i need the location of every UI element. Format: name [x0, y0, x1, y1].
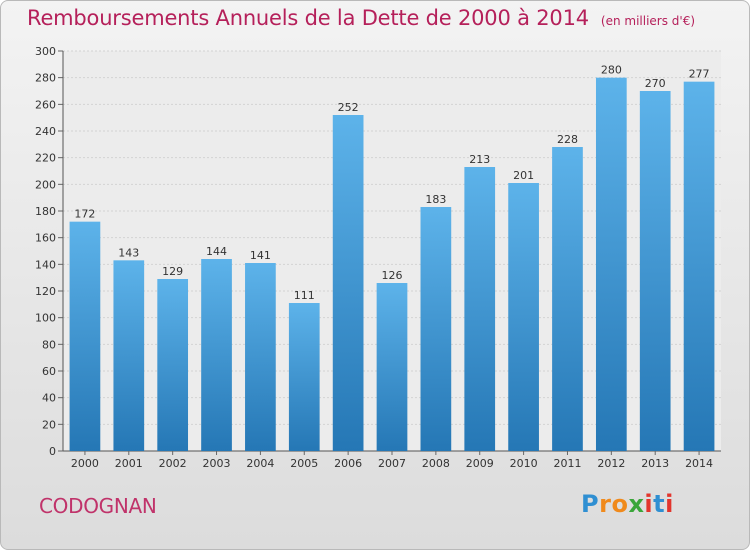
x-tick-label-2009: 2009: [466, 457, 494, 470]
bar-2007: [376, 283, 408, 451]
data-label-2010: 201: [513, 169, 534, 182]
x-tick-label-2014: 2014: [685, 457, 713, 470]
bar-2004: [245, 263, 276, 451]
bar-2014: [683, 81, 715, 452]
data-label-2008: 183: [425, 193, 446, 206]
data-label-2001: 143: [118, 246, 139, 259]
data-label-2006: 252: [338, 101, 359, 114]
axis-layer: 0 20 40 60 80 100 120 140 160 180 200 220 240 260 280 3…: [35, 45, 721, 470]
y-tick-label: 120: [35, 285, 56, 298]
y-tick-label: 240: [35, 125, 56, 138]
bar-2011: [552, 147, 583, 451]
bar-2008: [420, 207, 452, 451]
x-tick-label-2006: 2006: [334, 457, 362, 470]
data-label-2014: 277: [689, 68, 710, 81]
bar-2009: [464, 167, 496, 451]
data-label-2003: 144: [206, 245, 227, 258]
data-label-2007: 126: [382, 269, 403, 282]
data-label-2009: 213: [469, 153, 490, 166]
chart-title: Remboursements Annuels de la Dette de 20…: [27, 6, 589, 30]
data-label-2005: 111: [294, 289, 315, 302]
y-tick-label: 100: [35, 312, 56, 325]
bar-2006: [332, 115, 364, 451]
chart-subtitle: (en milliers d'€): [600, 14, 696, 28]
y-tick-label: 280: [35, 72, 56, 85]
bar-2005: [288, 303, 320, 451]
y-tick-label: 0: [49, 445, 56, 458]
data-label-2011: 228: [557, 133, 578, 146]
y-tick-label: 80: [42, 338, 56, 351]
x-tick-label-2005: 2005: [290, 457, 318, 470]
y-tick-label: 300: [35, 45, 56, 58]
y-tick-label: 60: [42, 365, 56, 378]
y-tick-label: 40: [42, 392, 56, 405]
data-label-2000: 172: [74, 208, 95, 221]
y-tick-label: 140: [35, 258, 56, 271]
data-label-2004: 141: [250, 249, 271, 262]
x-tick-label-2003: 2003: [203, 457, 231, 470]
data-label-2002: 129: [162, 265, 183, 278]
bar-2012: [595, 77, 627, 452]
y-tick-label: 260: [35, 98, 56, 111]
x-tick-label-2012: 2012: [597, 457, 625, 470]
title-row: Remboursements Annuels de la Dette de 20…: [27, 6, 695, 30]
y-tick-label: 180: [35, 205, 56, 218]
x-tick-label-2001: 2001: [115, 457, 143, 470]
x-tick-label-2004: 2004: [246, 457, 274, 470]
y-tick-label: 220: [35, 152, 56, 165]
x-tick-label-2002: 2002: [159, 457, 187, 470]
bar-2010: [508, 183, 539, 451]
bar-2001: [113, 260, 145, 451]
bar-2000: [69, 221, 101, 451]
data-label-2013: 270: [645, 77, 666, 90]
bar-2002: [157, 279, 189, 451]
x-tick-label-2007: 2007: [378, 457, 406, 470]
x-tick-label-2013: 2013: [641, 457, 669, 470]
city-name: CODOGNAN: [39, 494, 157, 518]
y-tick-label: 160: [35, 232, 56, 245]
proxiti-logo[interactable]: Proxiti: [581, 490, 674, 518]
x-tick-label-2011: 2011: [553, 457, 581, 470]
bar-layer: [69, 77, 715, 452]
x-tick-label-2000: 2000: [71, 457, 99, 470]
label-layer: 172 143 129 144 141 111 252 126 183 213 201 228 280 2…: [74, 64, 709, 302]
y-tick-label: 20: [42, 418, 56, 431]
y-tick-label: 200: [35, 178, 56, 191]
bar-2013: [639, 91, 671, 451]
x-tick-label-2010: 2010: [510, 457, 538, 470]
bar-2003: [201, 259, 232, 451]
data-label-2012: 280: [601, 64, 622, 77]
x-tick-label-2008: 2008: [422, 457, 450, 470]
